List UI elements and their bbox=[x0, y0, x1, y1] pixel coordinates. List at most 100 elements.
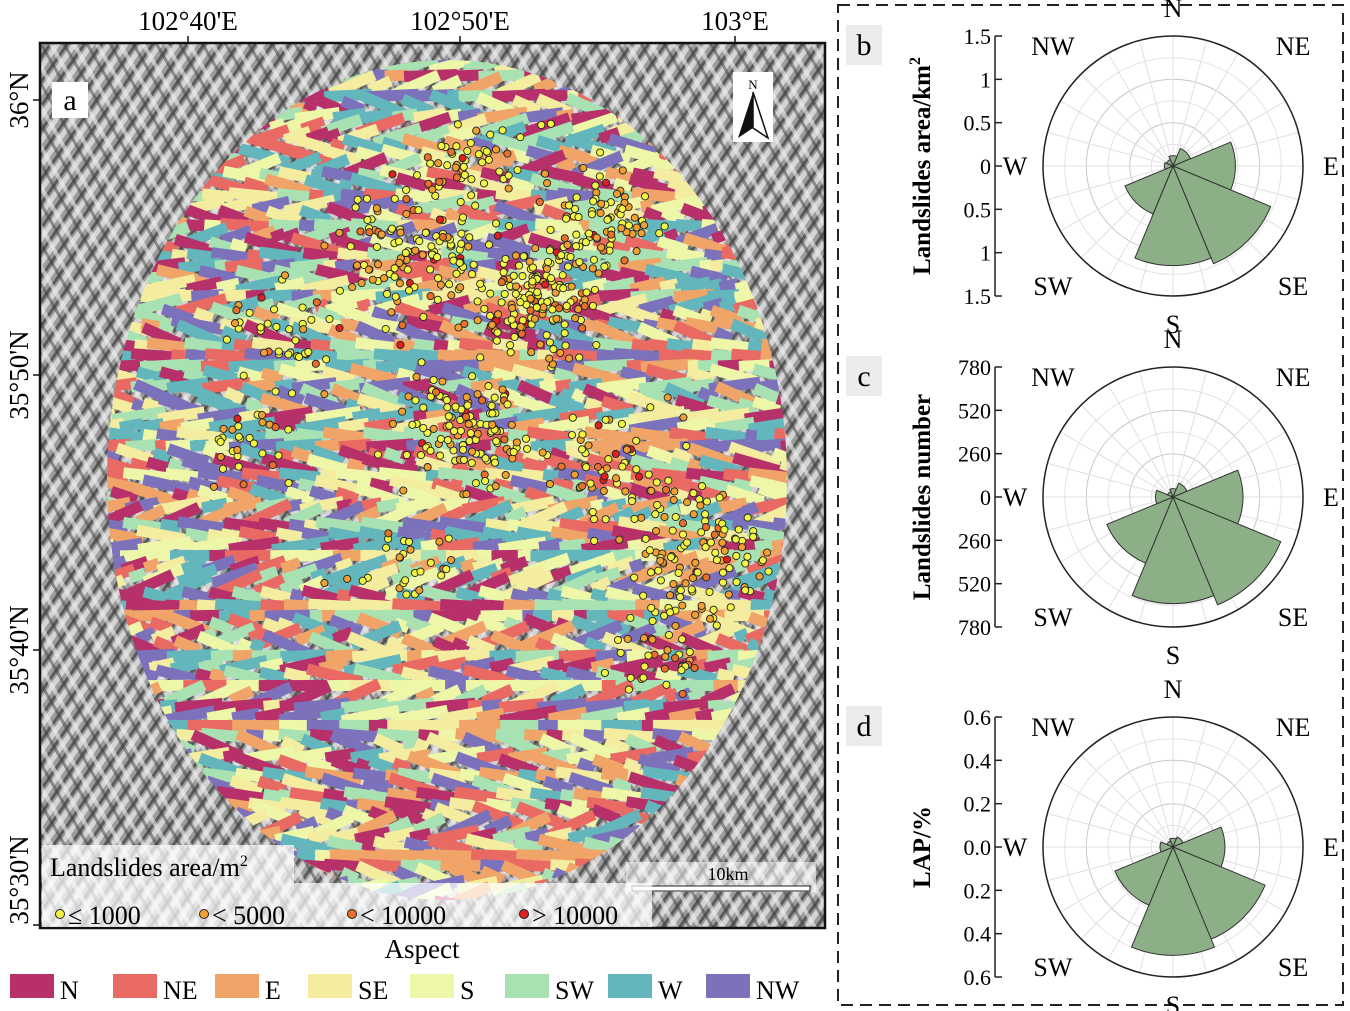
landslide-point bbox=[426, 446, 435, 455]
legend-label: < 10000 bbox=[360, 901, 446, 930]
landslide-point bbox=[415, 237, 424, 246]
landslide-point bbox=[580, 302, 589, 311]
aspect-cell bbox=[440, 246, 497, 265]
lon-tick-label: 102°50'E bbox=[410, 6, 510, 36]
landslide-point bbox=[632, 223, 641, 232]
landslide-point bbox=[516, 298, 525, 307]
aspect-cell bbox=[707, 649, 744, 662]
aspect-swatch bbox=[608, 974, 652, 998]
landslide-point bbox=[611, 449, 620, 458]
landslide-point bbox=[256, 323, 265, 332]
aspect-cell bbox=[608, 599, 641, 612]
landslide-point bbox=[580, 295, 589, 304]
aspect-cell bbox=[408, 348, 444, 363]
landslide-point bbox=[234, 462, 243, 471]
landslide-point bbox=[379, 274, 389, 283]
aspect-cell bbox=[142, 557, 161, 574]
aspect-cell bbox=[560, 598, 618, 613]
landslide-point bbox=[517, 329, 526, 338]
aspect-cell bbox=[220, 225, 253, 246]
aspect-cell bbox=[628, 405, 686, 426]
landslide-point bbox=[513, 165, 522, 175]
landslide-point bbox=[486, 130, 495, 139]
landslide-point bbox=[542, 331, 551, 340]
aspect-cell bbox=[356, 797, 391, 814]
grid-spoke bbox=[1172, 53, 1239, 167]
aspect-cell bbox=[650, 194, 699, 217]
aspect-cell bbox=[707, 699, 724, 712]
aspect-cell bbox=[371, 305, 399, 325]
landslide-point bbox=[411, 396, 420, 405]
panel-letter-box bbox=[52, 82, 88, 118]
landslide-point bbox=[458, 154, 467, 163]
landslide-point bbox=[435, 177, 444, 186]
aspect-cell bbox=[285, 485, 316, 506]
landslide-point bbox=[395, 553, 404, 562]
aspect-cell bbox=[420, 549, 451, 562]
aspect-cell bbox=[552, 89, 571, 102]
landslide-point bbox=[404, 392, 413, 401]
landslide-point bbox=[304, 347, 313, 357]
aspect-cell bbox=[389, 276, 424, 295]
direction-label: NW bbox=[1031, 363, 1075, 392]
grid-spoke bbox=[1080, 754, 1174, 848]
landslide-point bbox=[438, 232, 447, 242]
landslide-point bbox=[219, 424, 228, 433]
aspect-cell bbox=[500, 719, 545, 732]
landslide-point bbox=[351, 203, 360, 212]
landslide-point bbox=[588, 507, 597, 517]
landslide-point bbox=[464, 242, 473, 251]
landslide-point bbox=[592, 340, 601, 350]
aspect-cell bbox=[534, 599, 567, 612]
landslide-point bbox=[512, 282, 521, 291]
aspect-cell bbox=[555, 379, 573, 392]
landslide-point bbox=[540, 169, 550, 178]
landslide-point bbox=[320, 241, 329, 250]
aspect-cell bbox=[243, 205, 272, 226]
legend-label: > 10000 bbox=[532, 901, 618, 930]
landslide-point bbox=[507, 315, 516, 324]
landslide-point bbox=[447, 555, 456, 565]
aspect-cell bbox=[590, 588, 610, 603]
map-panel: 102°40'E 102°50'E 103°E 36°N 35°50'N 35°… bbox=[4, 6, 827, 930]
aspect-cell bbox=[153, 494, 212, 517]
grid-spoke bbox=[1172, 721, 1208, 848]
landslide-point bbox=[596, 209, 605, 218]
aspect-cell bbox=[146, 337, 192, 354]
aspect-swatch bbox=[215, 974, 259, 998]
aspect-cell bbox=[231, 585, 267, 606]
direction-label: NE bbox=[1276, 32, 1311, 61]
aspect-cell bbox=[423, 848, 480, 863]
aspect-cell bbox=[325, 649, 358, 662]
landslide-point bbox=[697, 601, 706, 610]
direction-label: W bbox=[1003, 483, 1028, 512]
aspect-cell bbox=[604, 586, 638, 605]
landslide-point bbox=[671, 621, 680, 630]
aspect-cell bbox=[387, 719, 422, 732]
aspect-cell bbox=[491, 454, 531, 476]
lon-tick-label: 103°E bbox=[701, 6, 769, 36]
aspect-cell bbox=[519, 107, 564, 124]
landslide-point bbox=[545, 479, 555, 489]
landslide-point bbox=[427, 242, 436, 251]
aspect-swatch bbox=[706, 974, 750, 998]
aspect-cell bbox=[258, 246, 312, 265]
aspect-cell bbox=[206, 707, 238, 724]
landslide-point bbox=[560, 234, 569, 243]
direction-label: SW bbox=[1033, 272, 1072, 301]
landslide-point bbox=[501, 470, 510, 480]
landslide-point bbox=[567, 282, 576, 291]
landslide-point bbox=[394, 237, 403, 246]
rose-bar-sw bbox=[1114, 846, 1174, 906]
tick-label: 0.6 bbox=[964, 705, 992, 730]
rose-chart-c: c N NE E SE S SW W NW 780 520 260 0 260 520 780 Landslid… bbox=[846, 325, 1339, 670]
landslide-point bbox=[434, 159, 443, 168]
landslide-point bbox=[488, 409, 497, 418]
aspect-cell bbox=[180, 556, 208, 575]
legend-title: Landslides area/m2 bbox=[50, 853, 248, 882]
aspect-cell bbox=[458, 337, 500, 354]
north-arrow-icon: N bbox=[733, 72, 773, 142]
aspect-cell bbox=[160, 518, 182, 533]
landslide-point bbox=[516, 322, 525, 331]
aspect-cell bbox=[335, 234, 377, 257]
